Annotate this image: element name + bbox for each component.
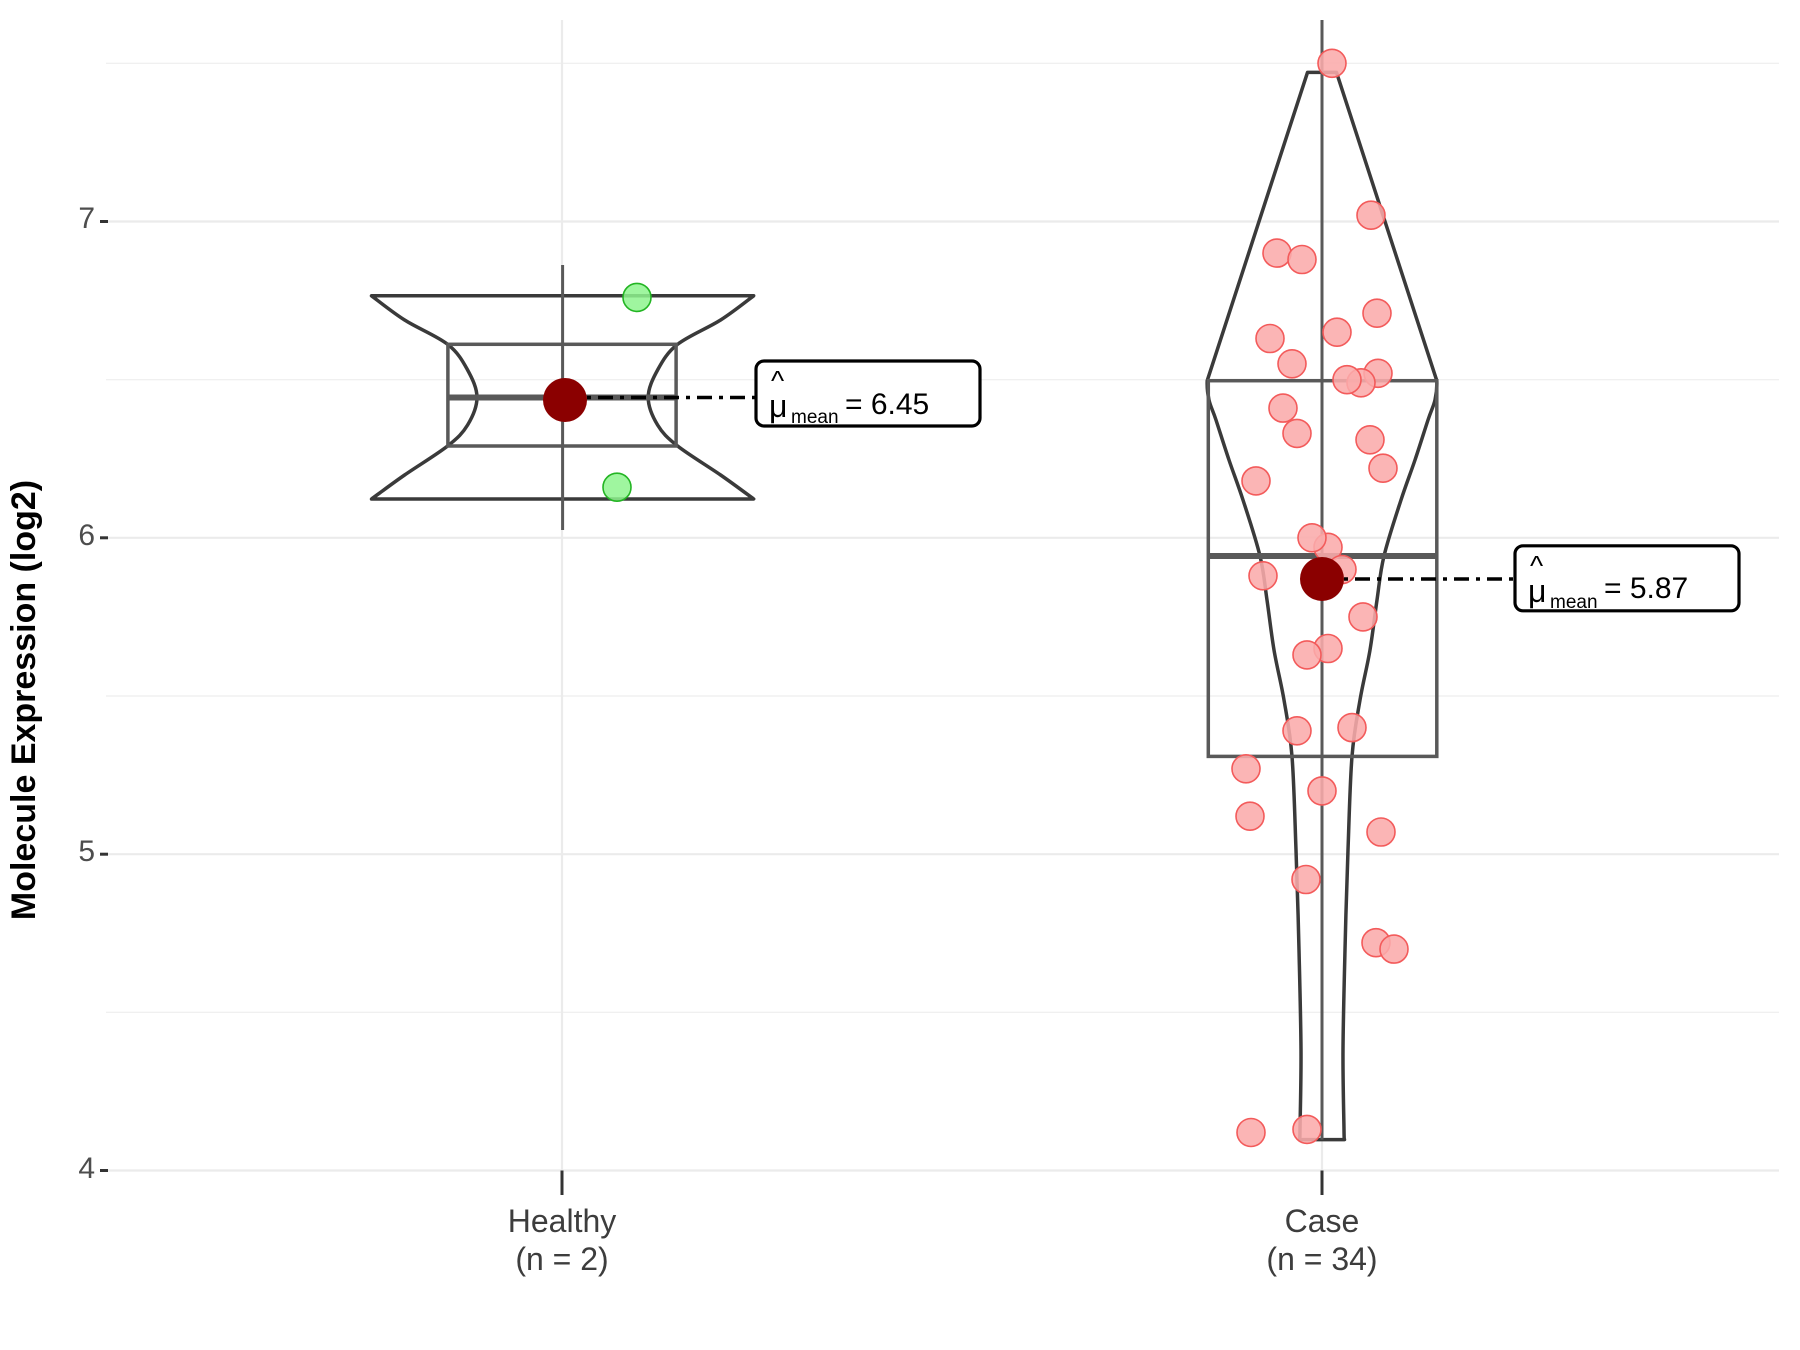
svg-text:μ: μ (1528, 573, 1546, 609)
svg-text:= 5.87: = 5.87 (1604, 572, 1688, 605)
svg-text:4: 4 (78, 1152, 95, 1185)
svg-text:(n = 2): (n = 2) (515, 1241, 608, 1277)
svg-text:μ: μ (769, 388, 787, 424)
svg-text:= 6.45: = 6.45 (845, 388, 929, 421)
svg-text:Molecule Expression (log2): Molecule Expression (log2) (5, 480, 43, 920)
svg-text:7: 7 (78, 202, 95, 235)
svg-text:mean: mean (791, 407, 839, 428)
svg-text:Case: Case (1285, 1203, 1360, 1239)
svg-text:6: 6 (78, 519, 95, 552)
svg-text:5: 5 (78, 835, 95, 868)
svg-text:Healthy: Healthy (508, 1203, 617, 1239)
svg-text:(n = 34): (n = 34) (1266, 1241, 1377, 1277)
svg-text:mean: mean (1550, 592, 1598, 613)
